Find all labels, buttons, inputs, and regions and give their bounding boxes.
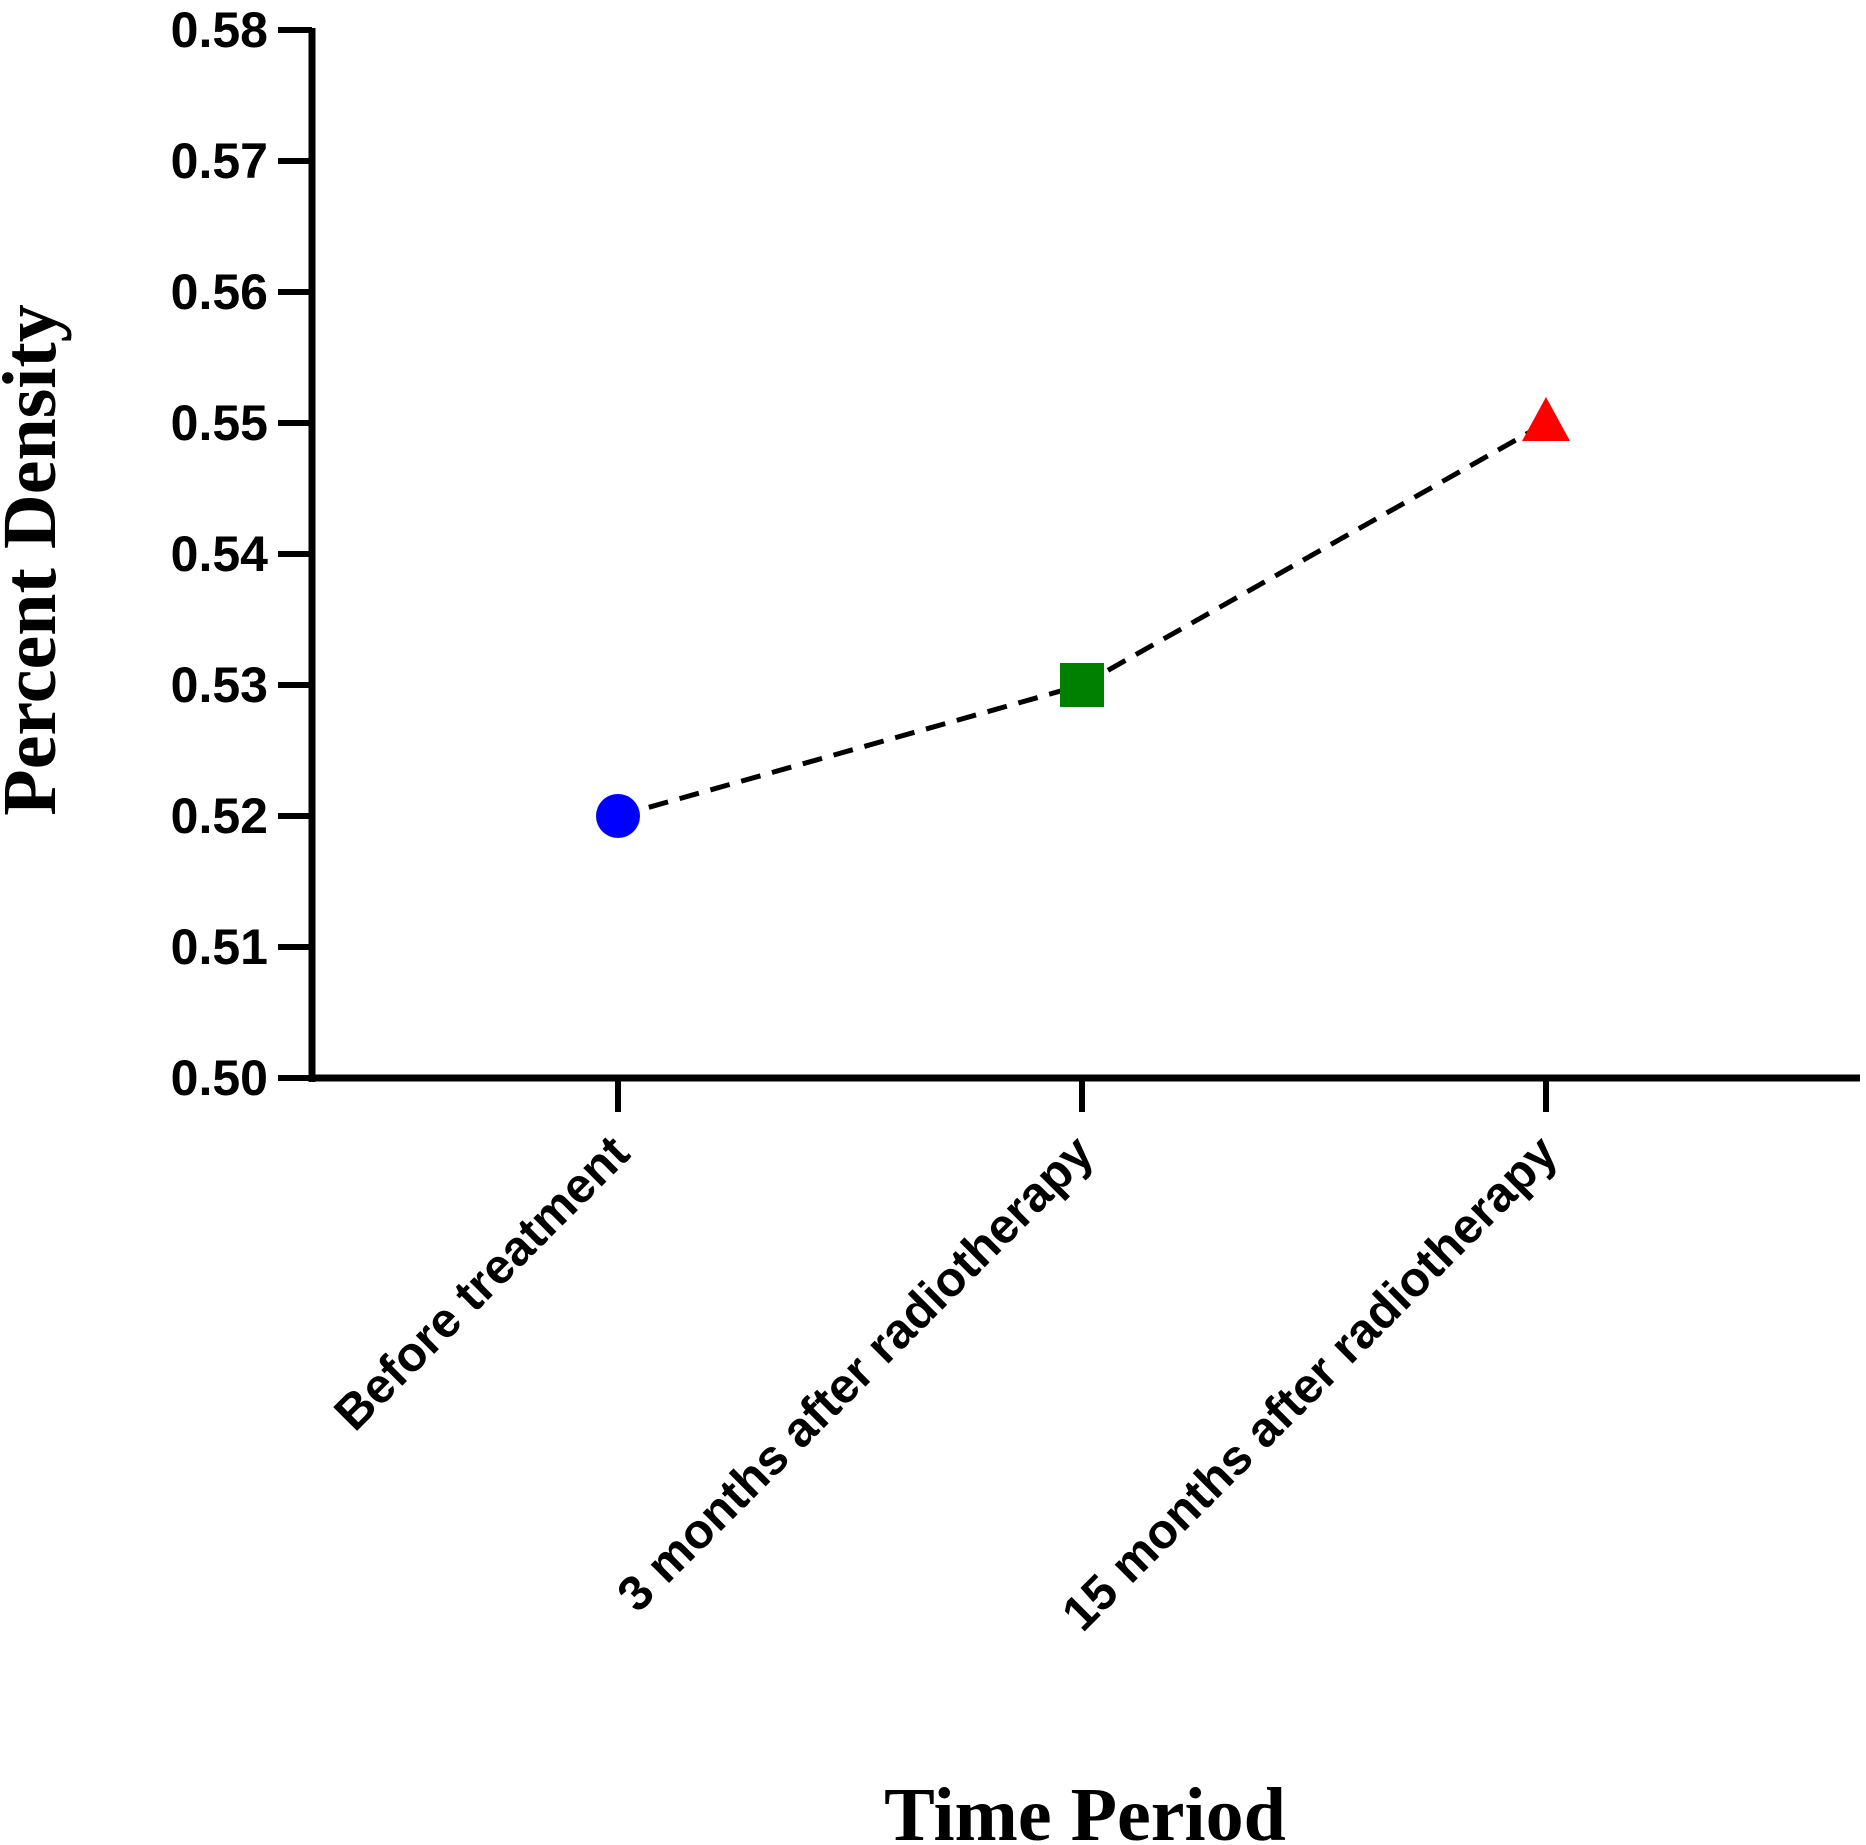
- y-tick-label: 0.52: [171, 788, 268, 844]
- y-tick-label: 0.57: [171, 133, 268, 189]
- x-axis-title: Time Period: [884, 1773, 1286, 1845]
- y-tick-label: 0.55: [171, 395, 268, 451]
- plot-series: [596, 397, 1570, 838]
- y-tick-label: 0.54: [171, 526, 269, 582]
- data-point-square: [1060, 663, 1104, 707]
- data-point-triangle: [1522, 397, 1570, 441]
- data-point-circle: [596, 794, 640, 838]
- y-tick-label: 0.50: [171, 1050, 268, 1106]
- y-tick-label: 0.51: [171, 919, 268, 975]
- y-axis: 0.50 0.51 0.52 0.53 0.54 0.55 0.56 0.57 0.58: [171, 2, 316, 1106]
- y-tick-label: 0.56: [171, 264, 268, 320]
- y-tick-label: 0.58: [171, 2, 268, 58]
- y-axis-title: Percent Density: [0, 304, 72, 815]
- y-tick-label: 0.53: [171, 657, 268, 713]
